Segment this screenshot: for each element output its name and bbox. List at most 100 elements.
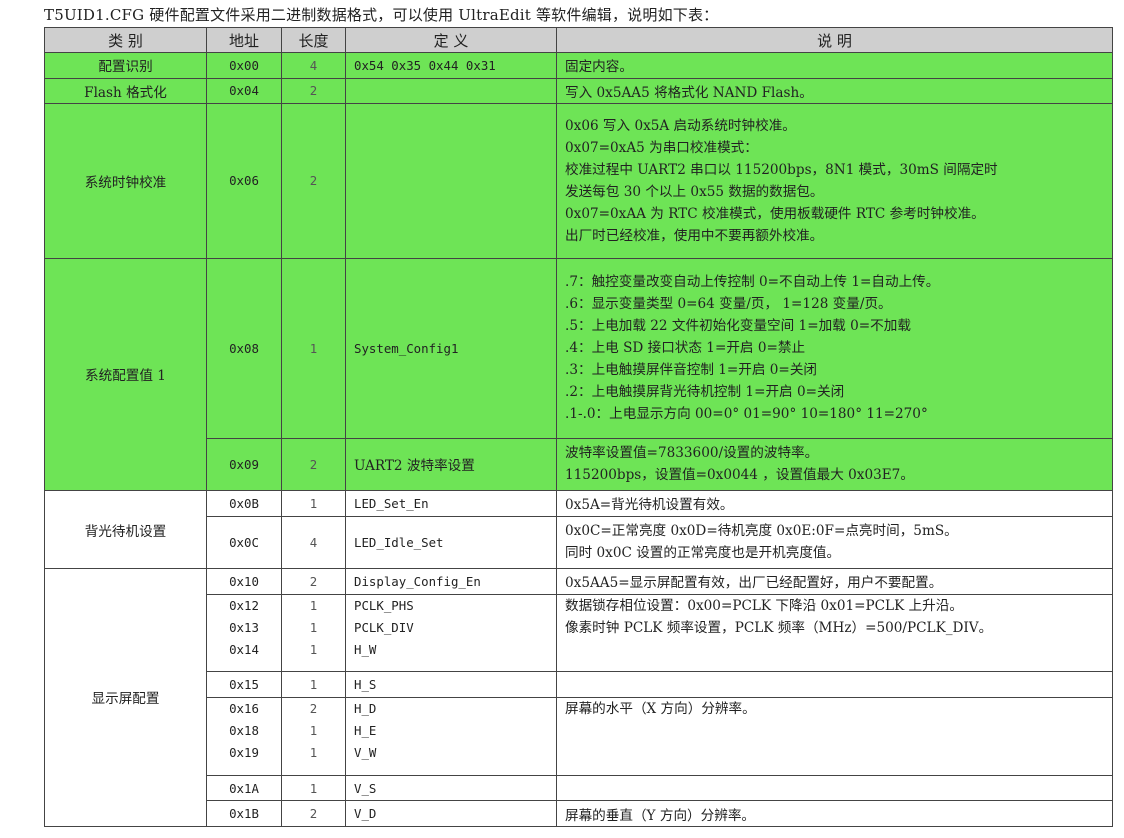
description-line: 像素时钟 PCLK 频率设置，PCLK 频率（MHz）=500/PCLK_DIV… [565, 619, 993, 636]
intro-text: T5UID1.CFG 硬件配置文件采用二进制数据格式，可以使用 UltraEdi… [44, 6, 719, 24]
table-row: 显示屏配置 0x10 2 Display_Config_En 0x5AA5=显示… [44, 567, 1113, 828]
address-cell: 0x0B [206, 490, 282, 517]
address-cell: 0x12 0x13 0x14 [206, 593, 282, 673]
header-length: 长度 [281, 27, 346, 53]
address-line: 0x13 [229, 619, 259, 635]
address-line: 0x18 [229, 722, 259, 738]
definition-cell: V_S [345, 774, 557, 802]
category-cell: 显示屏配置 [44, 567, 207, 828]
description-line: 屏幕的水平（X 方向）分辨率。 [565, 700, 756, 717]
description-line: .5：上电加载 22 文件初始化变量空间 1=加载 0=不加载 [565, 318, 911, 335]
length-cell: 2 1 1 [281, 696, 346, 776]
description-line: .3：上电触摸屏伴音控制 1=开启 0=关闭 [565, 362, 818, 379]
description-cell: .7：触控变量改变自动上传控制 0=不自动上传 1=自动上传。 .6：显示变量类… [556, 257, 1113, 439]
description-line: 同时 0x0C 设置的正常亮度也是开机亮度值。 [565, 545, 841, 562]
description-line: 波特率设置值=7833600/设置的波特率。 [565, 445, 819, 462]
definition-line: V_W [354, 744, 377, 760]
description-cell: 屏幕的垂直（Y 方向）分辨率。 [556, 800, 1113, 827]
header-description: 说 明 [556, 27, 1113, 53]
address-cell: 0x1B [206, 800, 282, 827]
table-row: 配置识别 0x00 4 0x54 0x35 0x44 0x31 固定内容。 [44, 52, 1113, 79]
length-line: 1 [309, 619, 318, 635]
length-cell: 4 [281, 515, 346, 569]
description-cell [556, 774, 1113, 802]
length-cell: 1 [281, 257, 346, 439]
address-cell: 0x0C [206, 515, 282, 569]
address-line: 0x14 [229, 641, 259, 657]
table-row: 0x12 0x13 0x14 1 1 1 PCLK_PHS PCLK_DIV H… [45, 593, 1113, 673]
address-cell: 0x15 [206, 671, 282, 698]
length-cell: 2 [281, 103, 346, 259]
description-line: 0x07=0xA5 为串口校准模式： [565, 139, 758, 156]
address-cell: 0x1A [206, 774, 282, 802]
description-line: 0x07=0xAA 为 RTC 校准模式，使用板载硬件 RTC 参考时钟校准。 [565, 205, 985, 222]
description-line: 发送每包 30 个以上 0x55 数据的数据包。 [565, 183, 824, 200]
header-row: 类 别 地址 长度 定 义 说 明 [44, 27, 1113, 53]
description-cell: 固定内容。 [556, 52, 1113, 79]
table-row: 0x16 0x18 0x19 2 1 1 H_D H_E V_W 屏幕的水平（X… [45, 696, 1113, 776]
address-cell: 0x09 [206, 437, 282, 492]
address-line: 0x19 [229, 744, 259, 760]
definition-cell [345, 77, 557, 105]
definition-cell: PCLK_PHS PCLK_DIV H_W [345, 593, 557, 673]
definition-line: PCLK_DIV [354, 619, 414, 635]
description-line: 115200bps，设置值=0x0044 ，设置值最大 0x03E7。 [565, 467, 914, 484]
address-line: 0x16 [229, 700, 259, 716]
header-address: 地址 [206, 27, 282, 53]
length-cell: 2 [281, 437, 346, 492]
length-line: 1 [309, 722, 318, 738]
header-definition: 定 义 [345, 27, 557, 53]
description-cell: 0x5AA5=显示屏配置有效，出厂已经配置好，用户不要配置。 [556, 567, 1113, 595]
address-line: 0x12 [229, 597, 259, 613]
definition-line: H_D [354, 700, 377, 716]
address-cell: 0x00 [206, 52, 282, 79]
category-cell: 配置识别 [44, 52, 207, 79]
definition-cell: UART2 波特率设置 [345, 437, 557, 492]
description-line: .1-.0：上电显示方向 00=0° 01=90° 10=180° 11=270… [565, 406, 928, 423]
table-row: 0x1B 2 V_D 屏幕的垂直（Y 方向）分辨率。 [45, 800, 1113, 827]
definition-line: PCLK_PHS [354, 597, 414, 613]
table-row: 背光待机设置 0x0B 1 LED_Set_En 0x5A=背光待机设置有效。 [44, 490, 1113, 569]
definition-cell: Display_Config_En [345, 567, 557, 595]
length-cell: 1 [281, 490, 346, 517]
description-line: .7：触控变量改变自动上传控制 0=不自动上传 1=自动上传。 [565, 274, 940, 291]
description-cell: 0x5A=背光待机设置有效。 [556, 490, 1113, 517]
length-cell: 2 [281, 800, 346, 827]
description-line: 数据锁存相位设置：0x00=PCLK 下降沿 0x01=PCLK 上升沿。 [565, 597, 963, 614]
description-line: .6：显示变量类型 0=64 变量/页， 1=128 变量/页。 [565, 296, 892, 313]
table-row: 0x09 2 UART2 波特率设置 波特率设置值=7833600/设置的波特率… [44, 437, 1113, 492]
length-cell: 1 1 1 [281, 593, 346, 673]
definition-cell: 0x54 0x35 0x44 0x31 [345, 52, 557, 79]
description-line: .4：上电 SD 接口状态 1=开启 0=禁止 [565, 340, 806, 357]
address-cell: 0x06 [206, 103, 282, 259]
description-cell: 波特率设置值=7833600/设置的波特率。 115200bps，设置值=0x0… [556, 437, 1113, 492]
table-row: 0x0C 4 LED_Idle_Set 0x0C=正常亮度 0x0D=待机亮度 … [45, 515, 1113, 569]
description-cell: 屏幕的水平（X 方向）分辨率。 [556, 696, 1113, 776]
definition-cell: System_Config1 [345, 257, 557, 439]
description-cell [556, 671, 1113, 698]
description-line: .2：上电触摸屏背光待机控制 1=开启 0=关闭 [565, 384, 845, 401]
definition-cell [345, 103, 557, 259]
table-row: 系统时钟校准 0x06 2 0x06 写入 0x5A 启动系统时钟校准。 0x0… [44, 103, 1113, 259]
definition-cell: LED_Set_En [345, 490, 557, 517]
length-cell: 1 [281, 671, 346, 698]
definition-cell: H_S [345, 671, 557, 698]
address-cell: 0x16 0x18 0x19 [206, 696, 282, 776]
length-cell: 2 [281, 567, 346, 595]
header-category: 类 别 [44, 27, 207, 53]
description-line: 出厂时已经校准，使用中不要再额外校准。 [565, 227, 824, 244]
category-cell: 系统时钟校准 [44, 103, 207, 259]
table-row: 0x1A 1 V_S [45, 774, 1113, 802]
definition-line: H_E [354, 722, 377, 738]
description-cell: 0x06 写入 0x5A 启动系统时钟校准。 0x07=0xA5 为串口校准模式… [556, 103, 1113, 259]
table-row: Flash 格式化 0x04 2 写入 0x5AA5 将格式化 NAND Fla… [44, 77, 1113, 105]
category-cell: 背光待机设置 [44, 490, 207, 569]
address-cell: 0x10 [206, 567, 282, 595]
definition-cell: LED_Idle_Set [345, 515, 557, 569]
description-cell: 0x0C=正常亮度 0x0D=待机亮度 0x0E:0F=点亮时间，5mS。 同时… [556, 515, 1113, 569]
description-line: 0x0C=正常亮度 0x0D=待机亮度 0x0E:0F=点亮时间，5mS。 [565, 523, 958, 540]
definition-line: H_W [354, 641, 377, 657]
description-cell: 数据锁存相位设置：0x00=PCLK 下降沿 0x01=PCLK 上升沿。 像素… [556, 593, 1113, 673]
length-cell: 1 [281, 774, 346, 802]
category-cell: 系统配置值 1 [44, 257, 207, 492]
